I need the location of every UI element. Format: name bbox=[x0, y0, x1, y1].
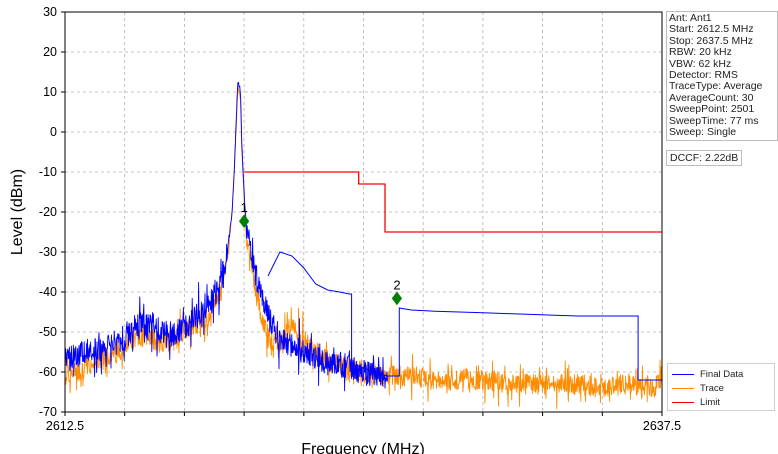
legend-swatch-trace bbox=[672, 387, 694, 389]
series-layer bbox=[65, 81, 662, 410]
legend-item-limit: Limit bbox=[672, 395, 774, 409]
x-tick-label-start: 2612.5 bbox=[46, 419, 84, 433]
legend-item-trace: Trace bbox=[672, 381, 774, 395]
info-stop: Stop: 2637.5 MHz bbox=[669, 34, 754, 47]
x-tick-label-end: 2637.5 bbox=[643, 419, 681, 433]
y-tick-label: 10 bbox=[43, 85, 57, 99]
y-tick-label: -70 bbox=[39, 405, 57, 419]
grid bbox=[65, 12, 662, 412]
series-line-limit bbox=[244, 171, 662, 233]
info-start: Start: 2612.5 MHz bbox=[669, 23, 754, 36]
y-tick-label: -50 bbox=[39, 325, 57, 339]
legend-label-final-data: Final Data bbox=[700, 368, 744, 380]
legend-swatch-final-data bbox=[672, 373, 694, 375]
info-sweep-point: SweepPoint: 2501 bbox=[669, 103, 755, 116]
y-tick-label: -60 bbox=[39, 365, 57, 379]
y-tick-label: 30 bbox=[43, 5, 57, 19]
legend-item-final-data: Final Data bbox=[672, 367, 774, 381]
marker-2 bbox=[391, 291, 403, 306]
legend-label-trace: Trace bbox=[700, 382, 724, 394]
y-tick-label: 20 bbox=[43, 45, 57, 59]
marker-1 bbox=[238, 214, 250, 229]
marker-label-2: 2 bbox=[393, 277, 400, 292]
y-tick-label: -10 bbox=[39, 165, 57, 179]
series-line-final-data-envelope bbox=[267, 251, 662, 381]
info-rbw: RBW: 20 kHz bbox=[669, 46, 732, 59]
info-detector: Detector: RMS bbox=[669, 69, 738, 82]
dccf-box: DCCF: 2.22dB bbox=[666, 150, 743, 166]
info-trace-type: TraceType: Average bbox=[669, 80, 763, 93]
info-sweep: Sweep: Single bbox=[669, 126, 737, 139]
info-average-count: AverageCount: 30 bbox=[669, 91, 754, 104]
marker-layer: 12 bbox=[238, 200, 403, 306]
y-tick-label: -30 bbox=[39, 245, 57, 259]
series-line-final-data bbox=[65, 81, 388, 392]
y-axis-label: Level (dBm) bbox=[9, 169, 26, 255]
y-tick-label: -20 bbox=[39, 205, 57, 219]
info-antenna: Ant: Ant1 bbox=[669, 12, 712, 24]
marker-label-1: 1 bbox=[240, 200, 247, 215]
legend-label-limit: Limit bbox=[700, 396, 721, 408]
x-axis-label: Frequency (MHz) bbox=[301, 441, 425, 454]
legend: Final Data Trace Limit bbox=[667, 363, 775, 411]
info-sweep-time: SweepTime: 77 ms bbox=[669, 114, 759, 127]
sweep-info-box: Ant: Ant1 Start: 2612.5 MHz Stop: 2637.5… bbox=[666, 11, 778, 142]
legend-swatch-limit bbox=[672, 401, 694, 403]
y-tick-label: 0 bbox=[50, 125, 57, 139]
y-tick-label: -40 bbox=[39, 285, 57, 299]
info-vbw: VBW: 62 kHz bbox=[669, 57, 732, 70]
